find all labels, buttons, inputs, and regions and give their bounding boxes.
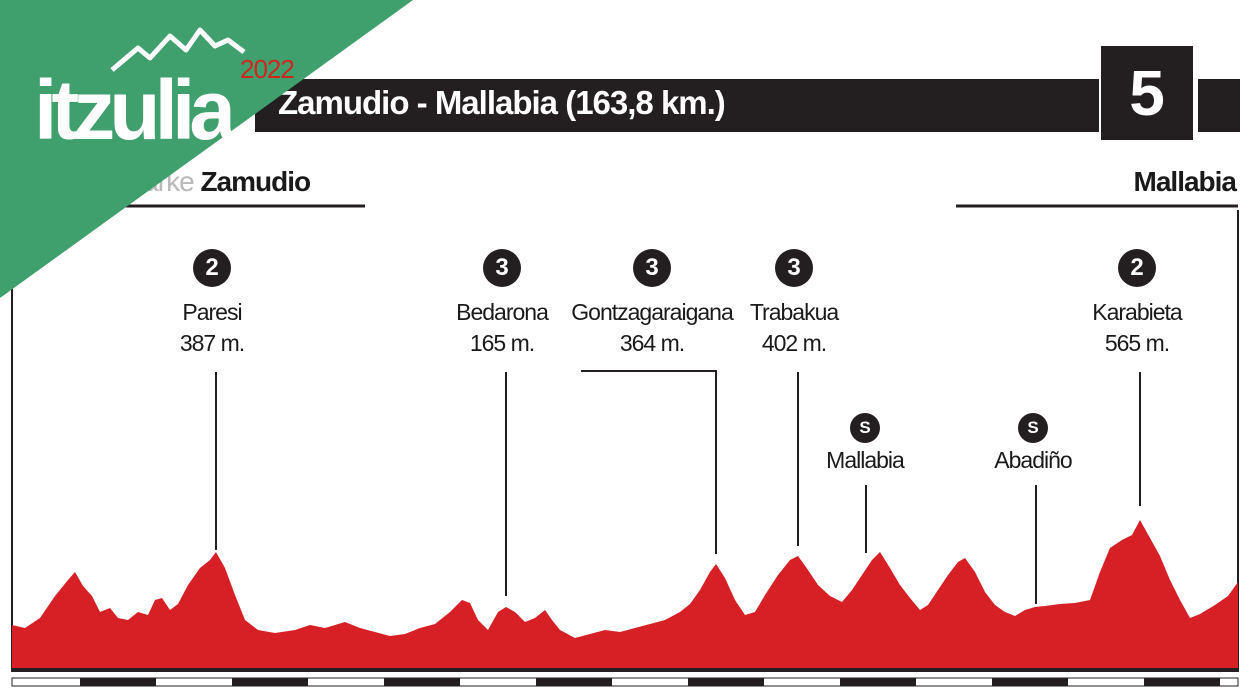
sprint-mallabia: S Mallabia — [785, 413, 945, 474]
stage-title: Zamudio - Mallabia (163,8 km.) — [278, 84, 726, 121]
distance-scale — [11, 677, 1239, 687]
category-badge: 2 — [193, 249, 231, 287]
sprint-abadino: S Abadiño — [953, 413, 1113, 474]
climb-altitude: 165 m. — [469, 330, 535, 356]
title-bar — [255, 79, 1099, 132]
category-badge: 2 — [1118, 249, 1156, 287]
climb-altitude: 387 m. — [179, 330, 245, 356]
climb-altitude: 364 m. — [619, 330, 685, 356]
category-badge: 3 — [483, 249, 521, 287]
sprint-icon: S — [1018, 413, 1048, 443]
sprint-name: Abadiño — [994, 447, 1072, 473]
climb-line-paresi — [215, 372, 217, 550]
category-badge: 3 — [633, 249, 671, 287]
logo-corner-band — [0, 0, 413, 298]
climb-line-gontzagaraigana — [715, 370, 717, 554]
stage-number: 5 — [1101, 46, 1193, 140]
climb-name: Bedarona — [456, 299, 549, 325]
climb-line-karabieta — [1139, 372, 1141, 506]
climb-name: Paresi — [182, 299, 242, 325]
climb-bedarona: 3 Bedarona 165 m. — [402, 249, 602, 357]
itzulia-logo: itzulia — [34, 63, 236, 157]
mountain-icon — [110, 27, 246, 72]
sprint-icon: S — [850, 413, 880, 443]
climb-gontzagaraigana: 3 Gontzagaraigana 364 m. — [552, 249, 752, 357]
climb-line-gontzagaraigana-h — [581, 370, 717, 372]
climb-altitude: 402 m. — [761, 330, 827, 356]
finish-location: Mallabia — [1133, 166, 1237, 197]
logo-year: 2022 — [240, 54, 295, 84]
sprint-name: Mallabia — [826, 447, 905, 473]
climb-name: Trabakua — [749, 299, 839, 325]
climb-line-trabakua — [797, 372, 799, 546]
profile-baseline — [12, 668, 1238, 672]
start-name: Zamudio — [200, 166, 311, 197]
sprint-line-abadino — [1035, 485, 1037, 604]
title-bar-end — [1198, 79, 1240, 132]
category-badge: 3 — [775, 249, 813, 287]
sprint-line-mallabia — [865, 485, 867, 553]
climb-karabieta: 2 Karabieta 565 m. — [1037, 249, 1237, 357]
climb-name: Karabieta — [1092, 299, 1182, 325]
climb-name: Gontzagaraigana — [571, 299, 733, 325]
climb-altitude: 565 m. — [1104, 330, 1170, 356]
climb-paresi: 2 Paresi 387 m. — [112, 249, 312, 357]
climb-trabakua: 3 Trabakua 402 m. — [694, 249, 894, 357]
profile-area — [12, 520, 1238, 672]
climb-line-bedarona — [505, 372, 507, 596]
